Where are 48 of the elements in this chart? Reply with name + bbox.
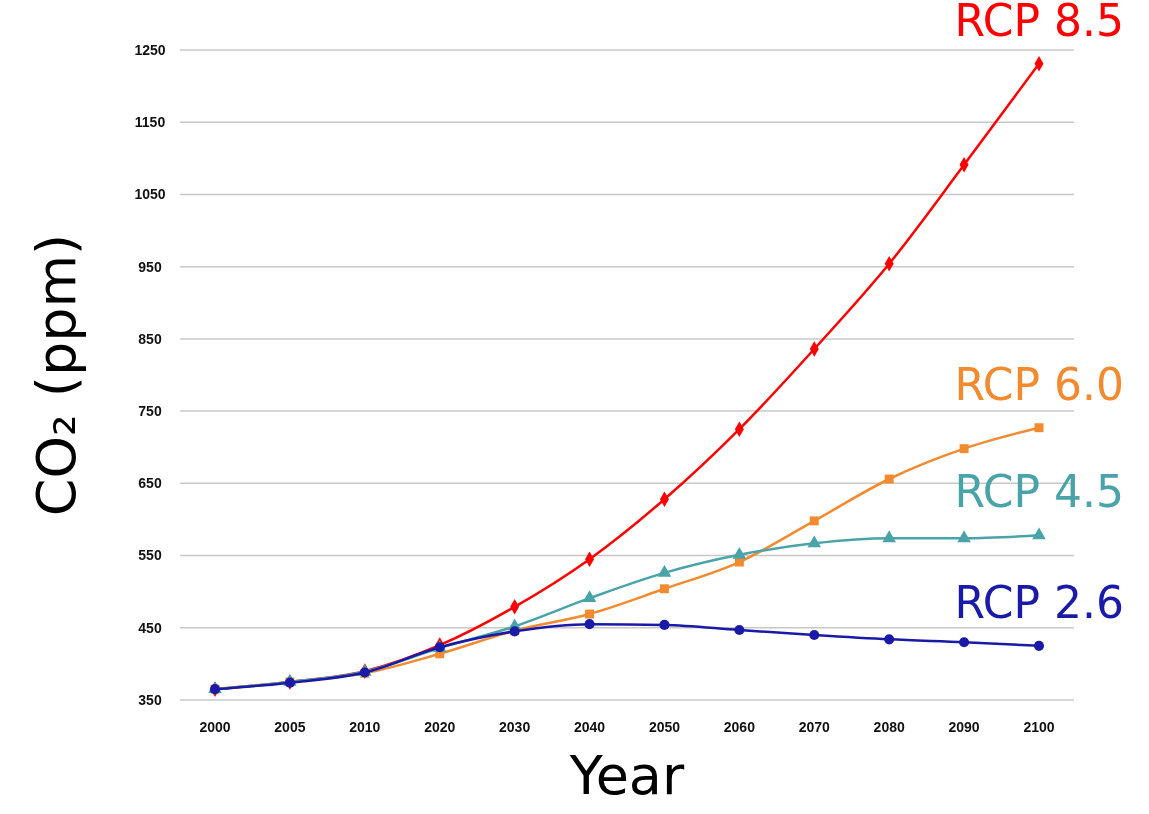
y-tick-label: 550 — [138, 547, 162, 564]
point — [584, 619, 595, 630]
x-tick-label: 2020 — [424, 719, 456, 735]
point — [585, 609, 595, 619]
x-tick-label: 2050 — [648, 719, 681, 735]
y-tick-label: 450 — [138, 619, 162, 636]
point — [884, 474, 894, 484]
point — [734, 624, 745, 635]
point — [659, 619, 670, 630]
y-tick-label: 1150 — [134, 114, 166, 131]
point — [1032, 527, 1046, 540]
series-label: RCP 2.6 — [954, 576, 1124, 628]
point — [809, 516, 819, 526]
x-tick-label: 2100 — [1023, 719, 1055, 735]
point — [959, 444, 969, 454]
y-tick-label: 950 — [138, 258, 162, 275]
series-label: RCP 4.5 — [954, 466, 1124, 518]
point — [884, 634, 895, 645]
x-tick-label: 2005 — [274, 719, 306, 735]
point — [959, 637, 970, 648]
x-tick-label: 2080 — [873, 719, 905, 735]
point — [657, 565, 672, 577]
x-tick-label: 2030 — [499, 719, 531, 735]
y-tick-label: 750 — [138, 403, 162, 420]
point — [809, 629, 820, 641]
x-tick-label: 2090 — [948, 719, 980, 735]
point — [1033, 640, 1045, 651]
point — [659, 584, 669, 594]
x-tick-label: 2010 — [349, 719, 381, 735]
y-tick-label: 1050 — [134, 186, 166, 203]
x-tick-label: 2000 — [199, 719, 231, 735]
point — [882, 530, 896, 543]
x-tick-label: 2070 — [798, 719, 831, 735]
series-label: RCP 8.5 — [954, 0, 1124, 46]
y-tick-label: 650 — [138, 475, 162, 492]
y-tick-label: 850 — [138, 330, 162, 347]
point — [807, 535, 822, 548]
series-label: RCP 6.0 — [954, 358, 1124, 410]
y-axis-title: CO₂ (ppm) — [25, 233, 88, 517]
y-tick-label: 1250 — [134, 41, 166, 58]
point — [1034, 423, 1044, 433]
x-tick-label: 2040 — [573, 719, 606, 735]
x-axis-title: Year — [568, 744, 685, 807]
point — [732, 546, 747, 559]
y-tick-label: 350 — [138, 691, 162, 708]
point — [582, 590, 597, 603]
point — [957, 530, 971, 543]
x-tick-label: 2060 — [723, 719, 756, 735]
